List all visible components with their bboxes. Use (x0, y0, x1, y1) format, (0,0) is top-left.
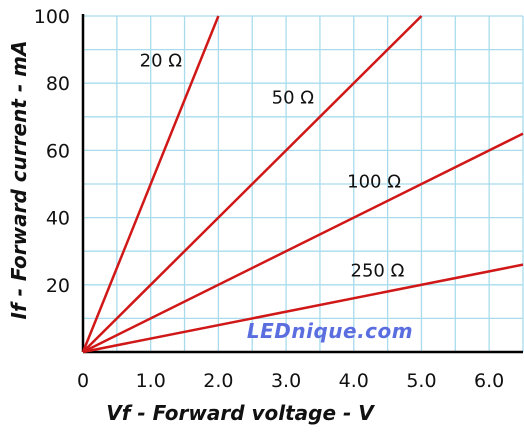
x-tick-label: 3.0 (271, 370, 301, 392)
grid (83, 15, 524, 352)
y-axis-title: If - Forward current - mA (7, 41, 31, 320)
series-line (81, 15, 220, 353)
x-tick-label: 4.0 (339, 370, 369, 392)
series-label: 20 Ω (140, 50, 183, 71)
y-tick-label: 60 (46, 140, 70, 162)
y-tick-label: 40 (46, 208, 70, 230)
x-tick-label: 1.0 (136, 370, 166, 392)
series-line (82, 15, 423, 353)
axes (81, 14, 523, 354)
x-tick-label: 5.0 (406, 370, 436, 392)
y-tick-label: 100 (34, 6, 70, 28)
x-axis-title: Vf - Forward voltage - V (106, 401, 375, 425)
series-lines (81, 15, 524, 354)
series-label: 50 Ω (272, 87, 315, 108)
x-tick-label: 0 (77, 370, 89, 392)
watermark-text: LEDnique.com (247, 319, 413, 343)
x-tick-label: 2.0 (203, 370, 233, 392)
series-label: 100 Ω (347, 171, 401, 192)
series-label: 250 Ω (351, 260, 405, 281)
x-tick-label: 6.0 (474, 370, 504, 392)
series-labels: 20 Ω 50 Ω 100 Ω 250 Ω (140, 50, 405, 281)
series-line (82, 263, 524, 354)
tick-labels: 0 1.0 2.0 3.0 4.0 5.0 6.0 20 40 60 80 100 (34, 6, 505, 392)
series-line (82, 132, 524, 354)
y-tick-label: 20 (46, 275, 70, 297)
y-tick-label: 80 (46, 73, 70, 95)
